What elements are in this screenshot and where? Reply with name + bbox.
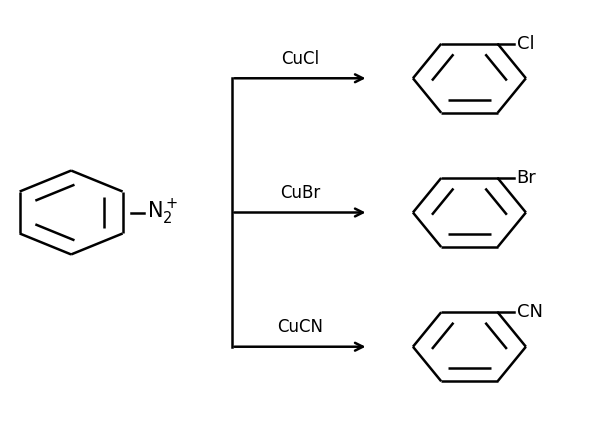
Text: $\mathrm{N}_2^+$: $\mathrm{N}_2^+$ [147, 198, 179, 227]
Text: CuCN: CuCN [277, 318, 323, 336]
Text: Br: Br [517, 169, 536, 187]
Text: Cl: Cl [517, 35, 534, 53]
Text: CuBr: CuBr [280, 184, 320, 202]
Text: CN: CN [517, 303, 542, 321]
Text: CuCl: CuCl [281, 50, 319, 68]
